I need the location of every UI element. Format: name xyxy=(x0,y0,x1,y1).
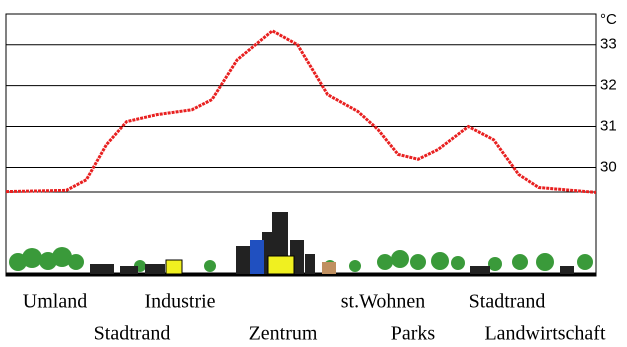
zone-label: Stadtrand xyxy=(469,291,546,313)
y-tick-label: 32 xyxy=(600,77,617,94)
y-tick-label: 30 xyxy=(600,158,617,175)
zone-label: Parks xyxy=(391,323,436,345)
zone-label: Stadtrand xyxy=(94,323,171,345)
zone-label: Umland xyxy=(23,291,87,313)
zone-label: Industrie xyxy=(144,291,215,313)
chart: °C 30 31 32 33 Umland Stadtrand Industrie Zentr… xyxy=(0,0,627,347)
zone-label: Landwirtschaft xyxy=(484,323,606,345)
zone-label: st.Wohnen xyxy=(341,291,426,313)
temperature-line xyxy=(6,31,596,193)
unit-label: °C xyxy=(600,11,617,28)
y-tick-label: 33 xyxy=(600,36,617,53)
y-tick-label: 31 xyxy=(600,117,617,134)
skyline xyxy=(6,212,596,274)
zone-label: Zentrum xyxy=(249,323,318,345)
page: {"chart_data":{"type":"line","unit":"°C"… xyxy=(0,0,627,347)
